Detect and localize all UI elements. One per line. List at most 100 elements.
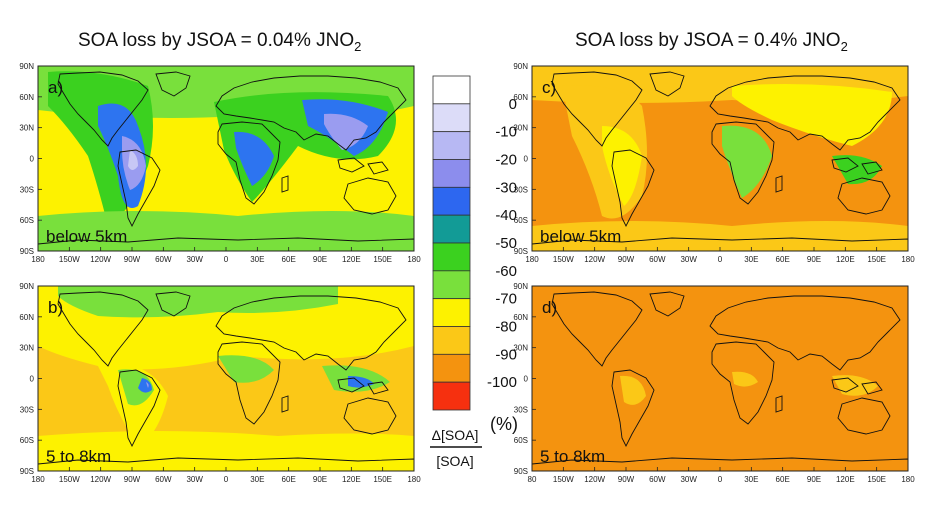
- lon-tick-label: 180: [407, 255, 421, 264]
- field-contour: [722, 125, 772, 198]
- lon-tick-label: 0: [718, 475, 723, 484]
- lat-tick-label: 30S: [514, 185, 528, 194]
- panel-letter: b): [48, 298, 63, 317]
- lat-tick-label: 90N: [513, 282, 528, 291]
- lon-tick-label: 180: [31, 475, 45, 484]
- colorbar-tick-label: -30: [495, 179, 517, 196]
- lon-tick-label: 30E: [744, 475, 758, 484]
- panel-altitude-label: 5 to 8km: [46, 447, 111, 466]
- lon-tick-label: 90W: [618, 475, 635, 484]
- lon-tick-label: 90W: [124, 255, 141, 264]
- colorbar-swatch: [432, 131, 471, 160]
- field-contour: [602, 126, 642, 206]
- lon-tick-label: 60E: [282, 475, 296, 484]
- lon-tick-label: 60W: [155, 475, 172, 484]
- lon-tick-label: 30E: [250, 255, 264, 264]
- lat-tick-label: 0: [30, 155, 35, 164]
- colorbar-swatch: [432, 270, 471, 300]
- lon-tick-label: 150W: [553, 475, 574, 484]
- lat-tick-label: 30S: [514, 405, 528, 414]
- lon-tick-label: 60W: [649, 475, 666, 484]
- field-contour: [532, 221, 908, 251]
- lon-tick-label: 90E: [807, 255, 821, 264]
- lon-tick-label: 120E: [342, 475, 361, 484]
- colorbar-swatch: [432, 159, 471, 188]
- lon-tick-label: 90W: [124, 475, 141, 484]
- lon-tick-label: 120W: [90, 255, 111, 264]
- lat-tick-label: 90S: [20, 247, 34, 256]
- lon-tick-label: 120W: [584, 475, 605, 484]
- lon-tick-label: 30W: [680, 255, 697, 264]
- colorbar-tick-label: -70: [495, 291, 517, 308]
- colorbar-unit: (%): [490, 414, 518, 434]
- lon-tick-label: 150E: [373, 475, 392, 484]
- lat-tick-label: 60N: [19, 313, 34, 322]
- lat-tick-label: 90S: [20, 467, 34, 476]
- lat-tick-label: 90N: [513, 62, 528, 71]
- field-contour: [128, 150, 138, 170]
- colorbar-swatch: [432, 242, 471, 272]
- colorbar-tick-label: -80: [495, 319, 517, 336]
- panel-altitude-label: below 5km: [46, 227, 127, 246]
- lon-tick-label: 150W: [59, 475, 80, 484]
- colorbar-tick-label: -60: [495, 263, 517, 280]
- field-contour: [58, 286, 338, 318]
- colorbar-swatch: [432, 75, 471, 105]
- lon-tick-label: 180: [31, 255, 45, 264]
- colorbar-swatch: [432, 326, 471, 355]
- field-contour: [138, 378, 152, 393]
- lon-tick-label: 30W: [680, 475, 697, 484]
- lat-tick-label: 90S: [514, 467, 528, 476]
- lon-tick-label: 150E: [867, 475, 886, 484]
- field-contour: [620, 375, 646, 405]
- lat-tick-label: 60N: [513, 313, 528, 322]
- lon-tick-label: 120E: [342, 255, 361, 264]
- lat-tick-label: 60S: [20, 216, 34, 225]
- lon-tick-label: 0: [224, 255, 229, 264]
- lon-tick-label: 30E: [744, 255, 758, 264]
- colorbar-denominator: [SOA]: [436, 453, 473, 469]
- panel-letter: c): [542, 78, 556, 97]
- lon-tick-label: 60E: [776, 475, 790, 484]
- lat-tick-label: 30S: [20, 185, 34, 194]
- lat-tick-label: 30N: [19, 344, 34, 353]
- colorbar-swatch: [432, 381, 471, 411]
- panel-altitude-label: 5 to 8km: [540, 447, 605, 466]
- lon-tick-label: 60W: [649, 255, 666, 264]
- panel-altitude-label: below 5km: [540, 227, 621, 246]
- field-contour: [832, 155, 882, 185]
- colorbar-swatch: [432, 103, 471, 133]
- lon-tick-label: 90E: [807, 475, 821, 484]
- lon-tick-label: 60W: [155, 255, 172, 264]
- lon-tick-label: 0: [718, 255, 723, 264]
- lon-tick-label: 30W: [186, 475, 203, 484]
- field-contour: [234, 131, 274, 186]
- colorbar-tick-label: -20: [495, 152, 517, 169]
- lon-tick-label: 120E: [836, 255, 855, 264]
- colorbar-tick-label: -10: [495, 124, 517, 141]
- lon-tick-label: 180: [407, 475, 421, 484]
- colorbar-tick-label: -40: [495, 207, 517, 224]
- lon-tick-label: 180: [901, 475, 915, 484]
- lon-tick-label: 90E: [313, 475, 327, 484]
- lat-tick-label: 0: [30, 375, 35, 384]
- panel-letter: a): [48, 78, 63, 97]
- lon-tick-label: 60E: [282, 255, 296, 264]
- field-contour: [118, 369, 154, 406]
- lat-tick-label: 90N: [19, 282, 34, 291]
- lon-tick-label: 180: [901, 255, 915, 264]
- panel-letter: d): [542, 298, 557, 317]
- lat-tick-label: 60S: [514, 436, 528, 445]
- lon-tick-label: 80: [528, 475, 537, 484]
- field-contour: [218, 355, 274, 383]
- lat-tick-label: 0: [524, 375, 529, 384]
- field-contour: [38, 211, 414, 251]
- lon-tick-label: 180: [525, 255, 539, 264]
- lat-tick-label: 30S: [20, 405, 34, 414]
- field-contour: [38, 431, 414, 471]
- lon-tick-label: 150E: [373, 255, 392, 264]
